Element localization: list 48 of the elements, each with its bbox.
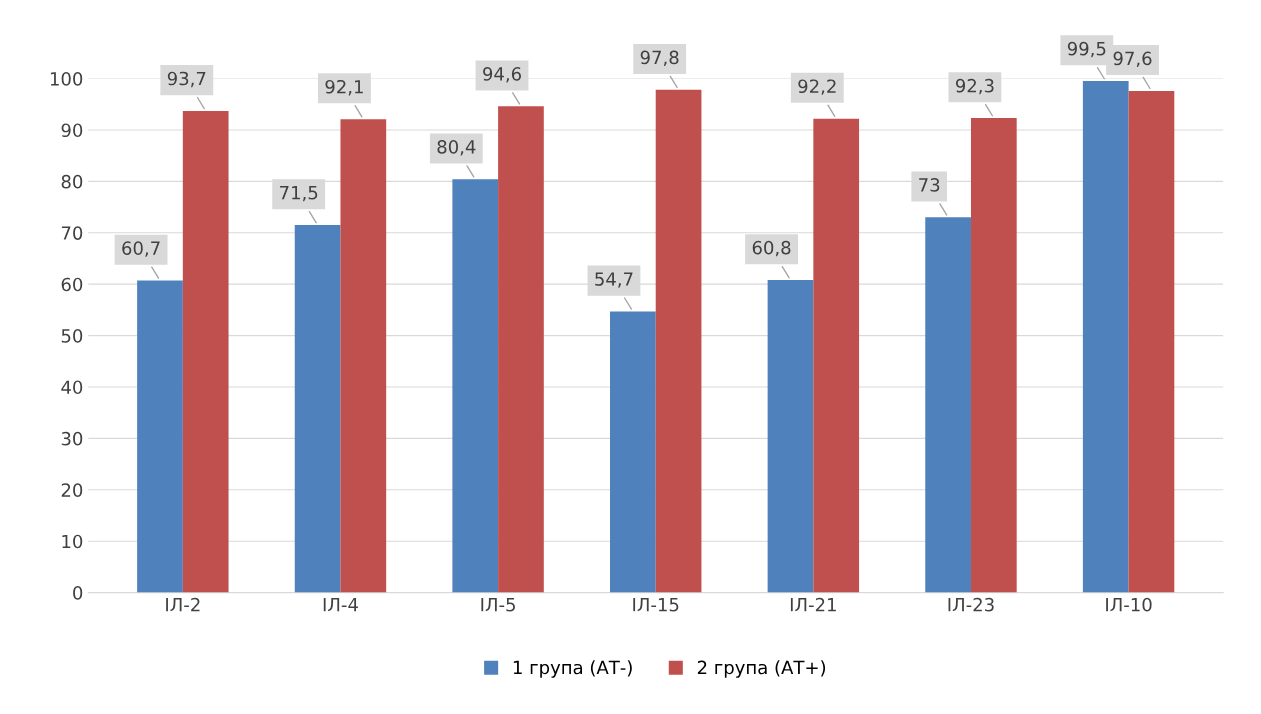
bar	[452, 179, 499, 593]
data-label: 92,1	[325, 79, 363, 96]
legend-label: 2 група (АТ+)	[697, 660, 826, 678]
y-tick-label: 70	[61, 226, 83, 240]
data-label: 80,4	[437, 140, 476, 156]
data-label: 92,3	[955, 78, 994, 95]
y-tick-label: 10	[62, 534, 83, 549]
bar	[182, 110, 229, 593]
data-label: 99,5	[1067, 41, 1106, 58]
bar	[610, 311, 656, 593]
data-label: 94,6	[483, 67, 521, 83]
bar	[767, 280, 814, 593]
x-tick-label: ІЛ-5	[481, 598, 515, 612]
y-tick-label: 80	[61, 174, 83, 189]
bar	[655, 89, 702, 593]
data-label: 60,8	[752, 240, 791, 257]
data-label: 54,7	[595, 272, 633, 288]
y-tick-label: 90	[61, 123, 83, 138]
data-label: 97,8	[640, 50, 679, 67]
data-label: 92,2	[798, 79, 836, 95]
bar	[1082, 81, 1129, 593]
bar	[294, 225, 341, 593]
y-tick-label: 0	[73, 586, 83, 600]
data-label: 71,5	[280, 186, 318, 202]
data-label: 97,6	[1113, 51, 1152, 68]
y-tick-label: 20	[61, 483, 83, 497]
bar	[340, 119, 387, 593]
bar	[498, 106, 544, 593]
x-tick-label: ІЛ-4	[323, 598, 358, 612]
legend-label: 1 група (АТ-)	[513, 660, 632, 678]
y-tick-label: 60	[61, 277, 83, 292]
y-tick-label: 50	[61, 329, 83, 343]
bar	[925, 217, 971, 593]
y-tick-label: 30	[61, 431, 83, 446]
bar	[970, 118, 1017, 593]
x-tick-label: ІЛ-21	[790, 597, 836, 612]
x-tick-label: ІЛ-15	[633, 598, 679, 612]
bar	[1128, 90, 1175, 593]
data-label: 73	[919, 178, 940, 192]
data-label: 93,7	[167, 71, 206, 88]
x-tick-label: ІЛ-23	[948, 597, 994, 612]
data-label: 60,7	[122, 241, 160, 257]
x-tick-label: ІЛ-10	[1106, 597, 1152, 612]
x-tick-label: ІЛ-2	[166, 597, 200, 612]
bar	[137, 280, 183, 593]
bar	[813, 118, 860, 593]
y-tick-label: 100	[50, 72, 83, 86]
y-tick-label: 40	[61, 380, 83, 395]
